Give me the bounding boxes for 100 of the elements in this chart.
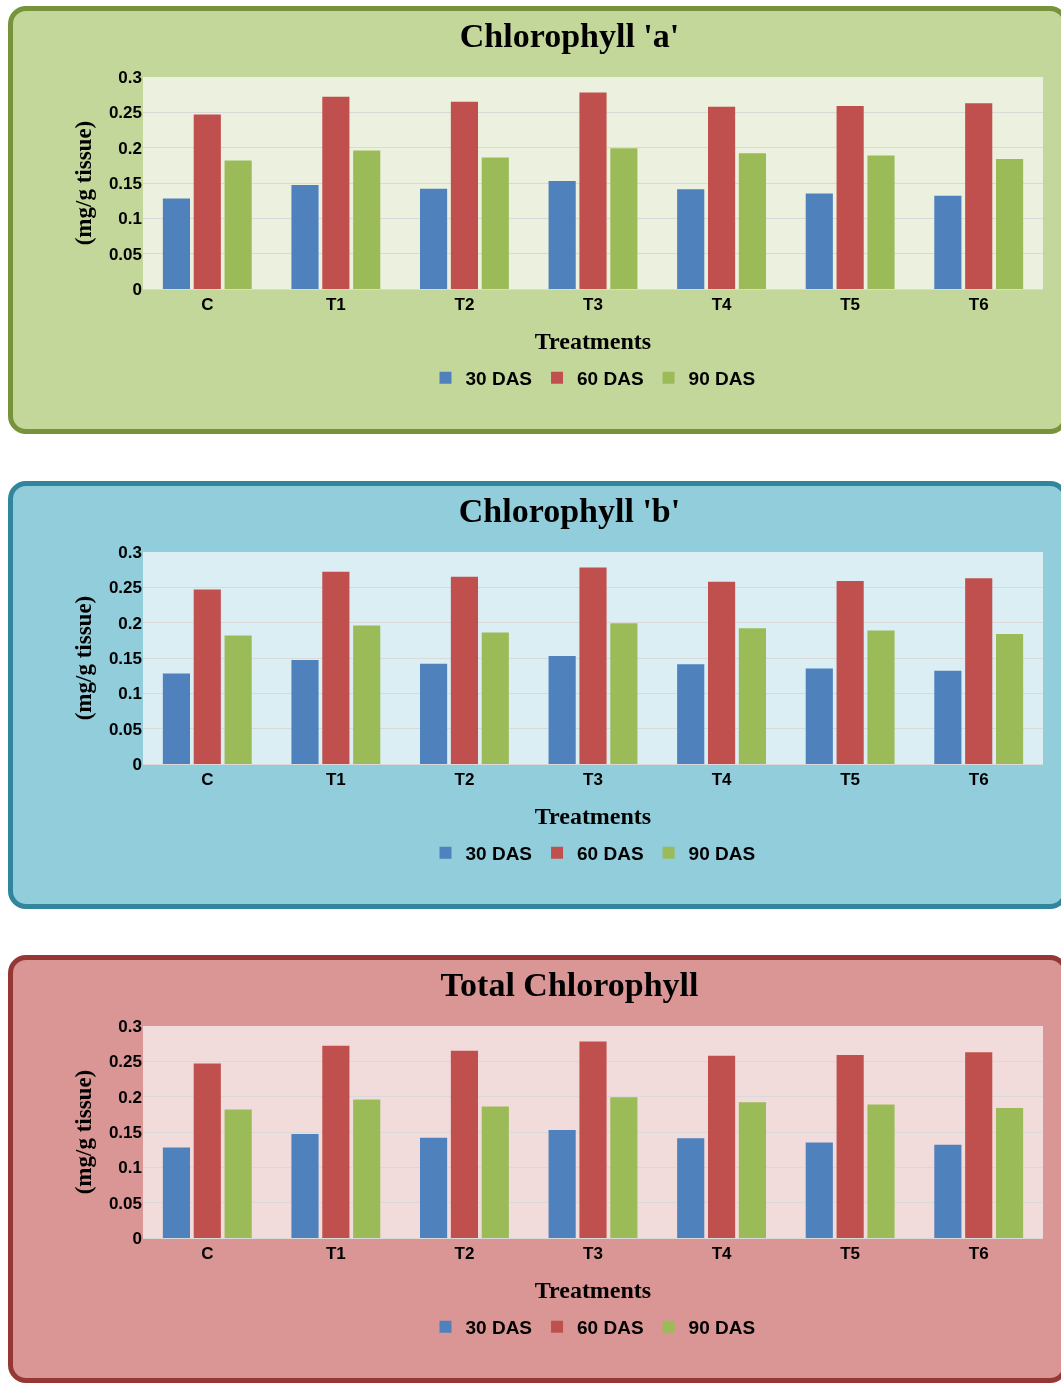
bar xyxy=(610,1097,638,1238)
bar xyxy=(836,580,864,764)
x-tick-label: T5 xyxy=(840,770,861,790)
y-tick-label: 0.05 xyxy=(108,719,142,739)
bar xyxy=(224,160,252,289)
y-axis-title: (mg/g tissue) xyxy=(71,1069,97,1195)
bar xyxy=(934,1144,962,1238)
x-tick-label: T4 xyxy=(711,1244,733,1264)
x-tick-label: T5 xyxy=(840,295,861,315)
legend-label: 30 DAS xyxy=(465,368,533,390)
y-tick-label: 0.3 xyxy=(118,1016,142,1036)
bar xyxy=(610,623,638,764)
x-axis-title: Treatments xyxy=(534,327,652,354)
legend-label: 60 DAS xyxy=(577,368,644,390)
y-tick-label: 0 xyxy=(132,754,142,774)
bar xyxy=(836,105,864,289)
chart-title: Total Chlorophyll xyxy=(440,966,699,1004)
bar xyxy=(353,625,381,764)
x-tick-label: T1 xyxy=(325,295,346,315)
bar xyxy=(353,150,381,289)
bar xyxy=(481,157,509,289)
bar xyxy=(481,1106,509,1238)
bar xyxy=(291,660,319,764)
bar xyxy=(867,1104,895,1238)
bar xyxy=(610,148,638,289)
bar xyxy=(995,1107,1024,1238)
bar xyxy=(805,668,833,764)
x-axis-title: Treatments xyxy=(534,1276,652,1303)
bar xyxy=(450,1050,479,1238)
x-tick-label: T3 xyxy=(583,1244,603,1264)
bar xyxy=(419,188,448,289)
bar xyxy=(579,92,607,289)
x-tick-label: C xyxy=(201,770,214,790)
bar xyxy=(738,1102,767,1238)
legend-label: 30 DAS xyxy=(465,843,533,865)
y-tick-label: 0.3 xyxy=(118,67,142,87)
bar xyxy=(548,180,576,289)
y-tick-label: 0.1 xyxy=(118,209,142,229)
x-tick-label: T2 xyxy=(454,295,475,315)
bar xyxy=(965,1052,993,1238)
bar xyxy=(677,189,705,289)
y-tick-label: 0.1 xyxy=(118,684,142,704)
bar xyxy=(193,1063,221,1238)
x-tick-label: T4 xyxy=(711,295,733,315)
bar xyxy=(805,193,833,289)
y-axis-title: (mg/g tissue) xyxy=(71,595,97,721)
x-tick-label: T6 xyxy=(968,770,989,790)
x-tick-label: T2 xyxy=(454,770,475,790)
x-tick-label: T3 xyxy=(583,770,603,790)
bar xyxy=(836,1054,864,1238)
bar xyxy=(162,673,191,764)
legend-label: 30 DAS xyxy=(465,1317,533,1339)
legend-label: 60 DAS xyxy=(577,843,644,865)
bar xyxy=(934,195,962,289)
bar xyxy=(419,663,448,764)
bar xyxy=(419,1137,448,1238)
bar xyxy=(322,571,350,764)
bar xyxy=(322,1045,350,1238)
y-tick-label: 0.15 xyxy=(108,173,142,193)
bar xyxy=(707,1055,736,1238)
bar xyxy=(579,567,607,764)
bar xyxy=(965,578,993,764)
x-tick-label: T2 xyxy=(454,1244,475,1264)
bar xyxy=(450,101,479,289)
legend-label: 60 DAS xyxy=(577,1317,644,1339)
y-tick-label: 0.2 xyxy=(118,1087,142,1107)
y-tick-label: 0.25 xyxy=(108,103,142,123)
bar xyxy=(548,655,576,764)
y-tick-label: 0 xyxy=(132,279,142,299)
x-tick-label: T3 xyxy=(583,295,603,315)
y-axis-title: (mg/g tissue) xyxy=(71,120,97,246)
bar xyxy=(353,1099,381,1238)
y-tick-label: 0.3 xyxy=(118,542,142,562)
chart-title: Chlorophyll 'a' xyxy=(459,17,680,55)
bar xyxy=(548,1129,576,1238)
bar xyxy=(322,96,350,289)
bar xyxy=(162,198,191,289)
bar xyxy=(995,633,1024,764)
bar xyxy=(934,670,962,764)
bar xyxy=(291,1134,319,1238)
bar xyxy=(677,664,705,764)
bar xyxy=(450,576,479,764)
y-tick-label: 0.05 xyxy=(108,244,142,264)
bar xyxy=(224,1109,252,1238)
bar xyxy=(995,158,1024,289)
bar xyxy=(481,632,509,764)
bar xyxy=(867,155,895,289)
x-tick-label: T6 xyxy=(968,1244,989,1264)
y-tick-label: 0.25 xyxy=(108,1052,142,1072)
y-tick-label: 0.05 xyxy=(108,1193,142,1213)
legend-label: 90 DAS xyxy=(688,368,756,390)
y-tick-label: 0.15 xyxy=(108,648,142,668)
y-tick-label: 0 xyxy=(132,1228,142,1248)
y-tick-label: 0.1 xyxy=(118,1158,142,1178)
bar xyxy=(738,628,767,764)
x-tick-label: T1 xyxy=(325,1244,346,1264)
x-tick-label: C xyxy=(201,295,214,315)
x-tick-label: T1 xyxy=(325,770,346,790)
bar xyxy=(805,1142,833,1238)
bar xyxy=(291,185,319,289)
